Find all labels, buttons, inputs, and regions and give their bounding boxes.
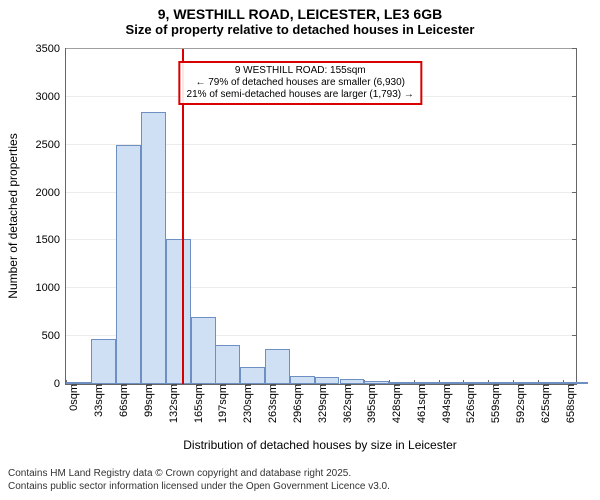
ytick-label: 1500 xyxy=(36,234,66,246)
x-axis-label: Distribution of detached houses by size … xyxy=(183,438,457,452)
xtick-label: 625sqm xyxy=(538,384,552,423)
ytick-label: 3000 xyxy=(36,91,66,103)
xtick-label: 395sqm xyxy=(364,384,378,423)
xtick-label: 230sqm xyxy=(240,384,254,423)
histogram-bar xyxy=(340,379,365,384)
ytick-mark xyxy=(572,239,577,240)
histogram-bar xyxy=(414,382,439,384)
attribution-line: Contains HM Land Registry data © Crown c… xyxy=(8,468,390,481)
xtick-label: 165sqm xyxy=(191,384,205,423)
xtick-label: 329sqm xyxy=(315,384,329,423)
xtick-label: 461sqm xyxy=(414,384,428,423)
histogram-bar xyxy=(215,345,240,384)
histogram-bar xyxy=(513,382,538,384)
y-axis-label: Number of detached properties xyxy=(6,133,20,298)
histogram-bar xyxy=(191,317,216,384)
ytick-label: 1000 xyxy=(36,282,66,294)
histogram-bar xyxy=(265,349,290,384)
histogram-bar xyxy=(364,381,389,384)
xtick-label: 263sqm xyxy=(265,384,279,423)
annotation-box: 9 WESTHILL ROAD: 155sqm← 79% of detached… xyxy=(179,61,422,105)
histogram-bar xyxy=(439,382,464,384)
xtick-label: 526sqm xyxy=(463,384,477,423)
plot-area: 05001000150020002500300035000sqm33sqm66s… xyxy=(65,48,577,385)
page-title: 9, WESTHILL ROAD, LEICESTER, LE3 6GB xyxy=(0,0,600,22)
ytick-mark xyxy=(572,335,577,336)
histogram-bar xyxy=(290,376,315,384)
xtick-label: 658sqm xyxy=(563,384,577,423)
chart-container: 9, WESTHILL ROAD, LEICESTER, LE3 6GB Siz… xyxy=(0,0,600,500)
histogram-bar xyxy=(91,339,116,384)
histogram-bar xyxy=(463,382,488,384)
xtick-label: 99sqm xyxy=(141,384,155,417)
histogram-bar xyxy=(563,382,588,384)
histogram-bar xyxy=(116,145,141,384)
ytick-label: 500 xyxy=(42,330,66,342)
xtick-label: 296sqm xyxy=(290,384,304,423)
xtick-label: 494sqm xyxy=(439,384,453,423)
ytick-mark xyxy=(572,96,577,97)
histogram-bar xyxy=(141,112,166,384)
ytick-label: 2000 xyxy=(36,187,66,199)
xtick-label: 33sqm xyxy=(91,384,105,417)
ytick-mark xyxy=(572,287,577,288)
histogram-bar xyxy=(166,239,191,384)
xtick-label: 592sqm xyxy=(513,384,527,423)
xtick-label: 197sqm xyxy=(215,384,229,423)
annotation-line: 21% of semi-detached houses are larger (… xyxy=(187,89,414,101)
annotation-line: ← 79% of detached houses are smaller (6,… xyxy=(187,77,414,89)
xtick-label: 559sqm xyxy=(488,384,502,423)
xtick-label: 132sqm xyxy=(166,384,180,423)
histogram-bar xyxy=(66,382,91,384)
ytick-mark xyxy=(572,48,577,49)
xtick-label: 0sqm xyxy=(66,384,80,411)
ytick-label: 3500 xyxy=(36,43,66,55)
histogram-bar xyxy=(538,382,563,384)
xtick-label: 362sqm xyxy=(340,384,354,423)
xtick-label: 428sqm xyxy=(389,384,403,423)
page-subtitle: Size of property relative to detached ho… xyxy=(0,22,600,37)
histogram-bar xyxy=(240,367,265,384)
ytick-label: 2500 xyxy=(36,139,66,151)
ytick-label: 0 xyxy=(54,378,66,390)
histogram-bar xyxy=(315,377,340,384)
xtick-label: 66sqm xyxy=(116,384,130,417)
attribution-line: Contains public sector information licen… xyxy=(8,481,390,494)
ytick-mark xyxy=(572,192,577,193)
gridline xyxy=(66,48,576,49)
attribution-text: Contains HM Land Registry data © Crown c… xyxy=(8,468,390,493)
histogram-bar xyxy=(488,382,513,384)
histogram-bar xyxy=(389,382,414,384)
ytick-mark xyxy=(572,144,577,145)
annotation-line: 9 WESTHILL ROAD: 155sqm xyxy=(187,65,414,77)
